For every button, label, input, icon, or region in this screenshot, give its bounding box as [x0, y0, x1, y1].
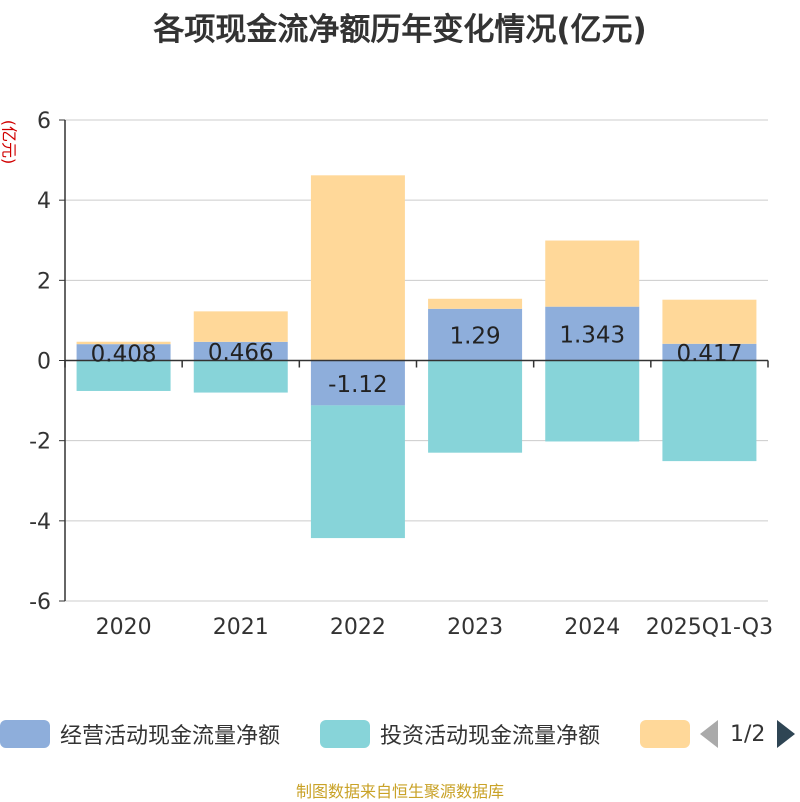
- y-tick-label: 2: [37, 269, 51, 294]
- legend-label-operating: 经营活动现金流量净额: [60, 724, 281, 749]
- bar-series2-2022: [310, 175, 405, 361]
- legend: 经营活动现金流量净额 投资活动现金流量净额 1/2: [0, 716, 800, 752]
- bar-series2-2023: [428, 298, 523, 309]
- y-tick-label: 0: [37, 350, 51, 375]
- x-tick-label: 2025Q1-Q3: [646, 615, 773, 640]
- bar-series0-2022: [310, 360, 405, 406]
- y-tick-label: -4: [29, 510, 51, 535]
- legend-swatch-operating: [0, 720, 50, 748]
- axes: -6 -4 -2 0 2 4 6: [29, 109, 769, 615]
- legend-swatch-investing: [320, 720, 370, 748]
- bar-series2-2025Q1-Q3: [662, 299, 757, 344]
- bar-series1-2025Q1-Q3: [662, 360, 757, 462]
- legend-item-investing[interactable]: 投资活动现金流量净额: [320, 716, 600, 752]
- bar-series1-2024: [545, 360, 640, 442]
- legend-item-operating[interactable]: 经营活动现金流量净额: [0, 716, 280, 752]
- data-label: 0.408: [91, 341, 157, 367]
- bars: [76, 175, 757, 539]
- bar-series0-2023: [428, 308, 523, 361]
- bar-series1-2021: [193, 360, 288, 393]
- data-label: 0.417: [676, 341, 742, 367]
- y-tick-label: -2: [29, 430, 51, 455]
- bar-series2-2021: [193, 311, 288, 342]
- data-label: -1.12: [328, 372, 388, 398]
- legend-page-indicator: 1/2: [730, 721, 766, 747]
- bar-series0-2025Q1-Q3: [662, 343, 757, 361]
- legend-label-investing: 投资活动现金流量净额: [380, 724, 601, 749]
- x-tick-label: 2024: [564, 615, 620, 640]
- data-label: 0.466: [208, 340, 274, 366]
- bar-series1-2023: [428, 360, 523, 453]
- legend-prev-icon[interactable]: [700, 720, 718, 748]
- x-tick-label: 2022: [330, 615, 386, 640]
- legend-pager: 1/2: [700, 716, 796, 752]
- data-label: 1.29: [449, 324, 500, 350]
- chart-title: 各项现金流净额历年变化情况(亿元): [153, 12, 647, 48]
- legend-next-icon[interactable]: [777, 720, 796, 748]
- bar-series2-2024: [545, 240, 640, 307]
- data-labels: 2020 2021 2022 2023 2024 2025Q1-Q3 0.408 0.466 -…: [91, 323, 773, 640]
- bar-series2-2020: [76, 341, 171, 345]
- legend-item-financing[interactable]: [640, 716, 690, 752]
- x-tick-label: 2023: [447, 615, 503, 640]
- bar-series0-2020: [76, 344, 171, 361]
- bar-series1-2020: [76, 360, 171, 391]
- bar-series0-2024: [545, 306, 640, 361]
- source-note: 制图数据来自恒生聚源数据库: [295, 782, 504, 801]
- y-tick-label: 4: [37, 189, 51, 214]
- bar-series1-2022: [310, 405, 405, 539]
- x-tick-label: 2021: [213, 615, 269, 640]
- legend-swatch-financing: [640, 720, 690, 748]
- chart-plot: -6 -4 -2 0 2 4 6 2020 2021 2022 2023 2024 2025Q1-Q3…: [29, 109, 773, 640]
- y-tick-label: 6: [37, 109, 51, 134]
- data-label: 1.343: [559, 323, 625, 349]
- y-tick-label: -6: [29, 590, 51, 615]
- gridlines: [65, 119, 768, 602]
- bar-series0-2021: [193, 341, 288, 361]
- x-tick-label: 2020: [96, 615, 152, 640]
